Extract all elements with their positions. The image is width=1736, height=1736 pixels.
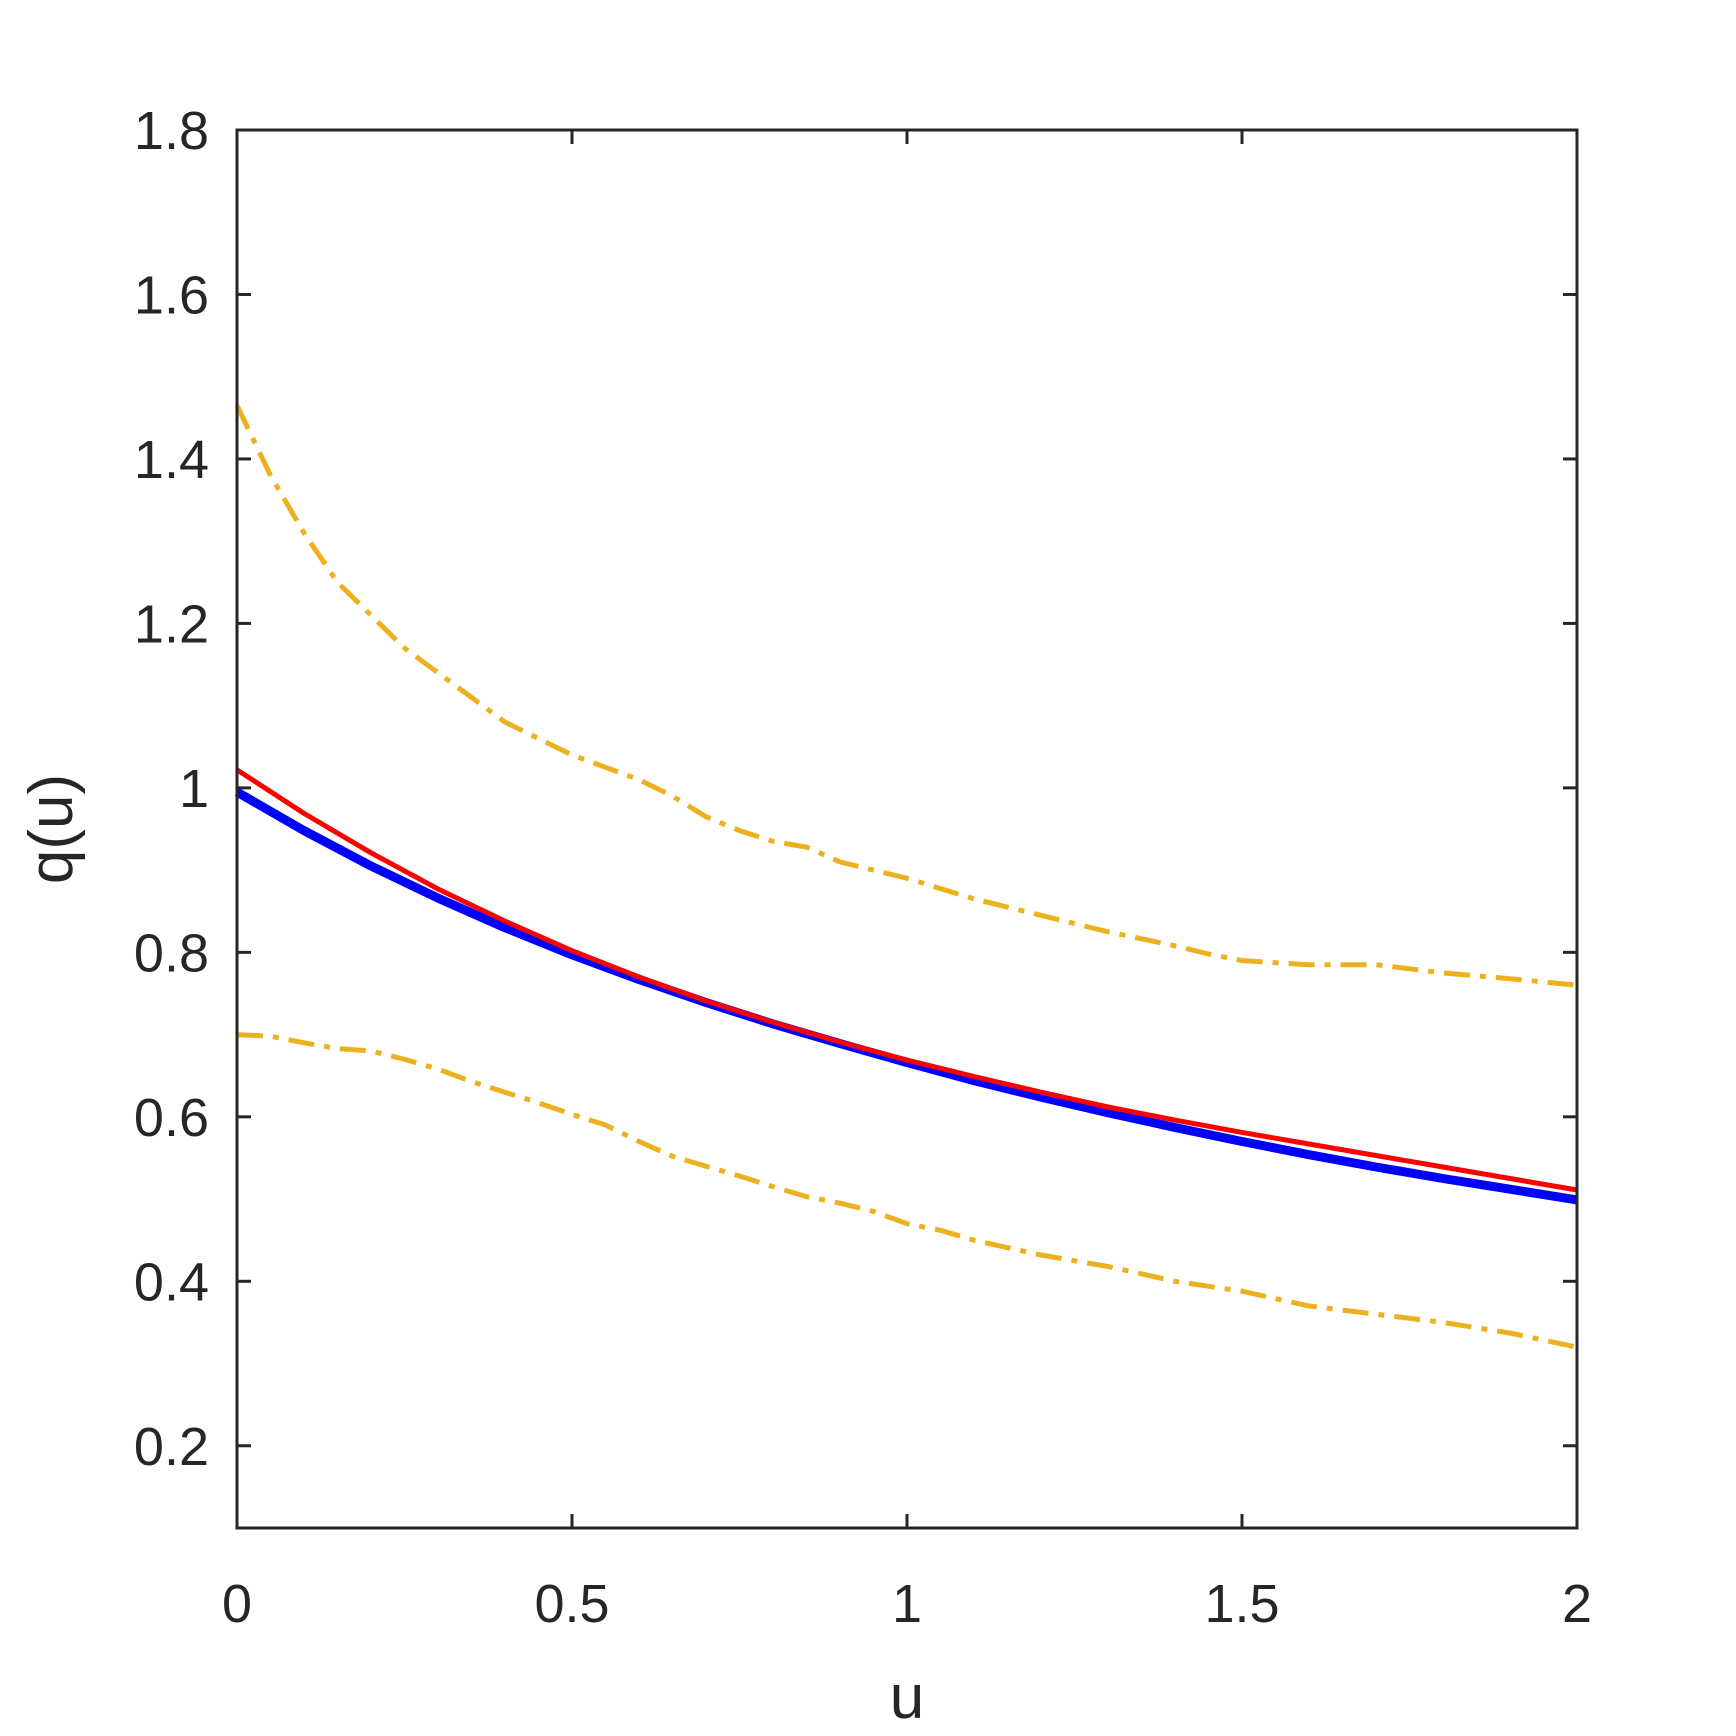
series-line-upper-bound bbox=[234, 404, 1578, 988]
x-tick-label: 1 bbox=[892, 1574, 922, 1634]
y-axis-label: q(u) bbox=[17, 774, 86, 884]
x-tick-label: 0 bbox=[222, 1574, 252, 1634]
series-line-blue bbox=[234, 788, 1578, 1205]
x-axis-label: u bbox=[890, 1663, 924, 1732]
y-tick-label: 1 bbox=[179, 759, 209, 819]
y-tick-label: 1.4 bbox=[134, 430, 209, 490]
y-tick-label: 1.6 bbox=[134, 265, 209, 325]
y-axis-ticks: 0.2 0.4 0.6 0.8 1 1.2 1.4 1.6 1.8 bbox=[134, 101, 1577, 1477]
x-tick-label: 1.5 bbox=[1204, 1574, 1279, 1634]
series-lines bbox=[234, 404, 1578, 1350]
x-axis-ticks: 0 0.5 1 1.5 2 bbox=[222, 130, 1592, 1634]
y-tick-label: 1.2 bbox=[134, 594, 209, 654]
series-line-red bbox=[235, 767, 1578, 1193]
y-tick-label: 0.8 bbox=[134, 923, 209, 983]
x-tick-label: 2 bbox=[1562, 1574, 1592, 1634]
plot-frame bbox=[235, 128, 1579, 1530]
y-tick-label: 0.6 bbox=[134, 1088, 209, 1148]
x-tick-label: 0.5 bbox=[534, 1574, 609, 1634]
y-tick-label: 0.2 bbox=[134, 1417, 209, 1477]
series-line-lower-bound bbox=[236, 1032, 1578, 1350]
y-tick-label: 1.8 bbox=[134, 101, 209, 161]
y-tick-label: 0.4 bbox=[134, 1252, 209, 1312]
